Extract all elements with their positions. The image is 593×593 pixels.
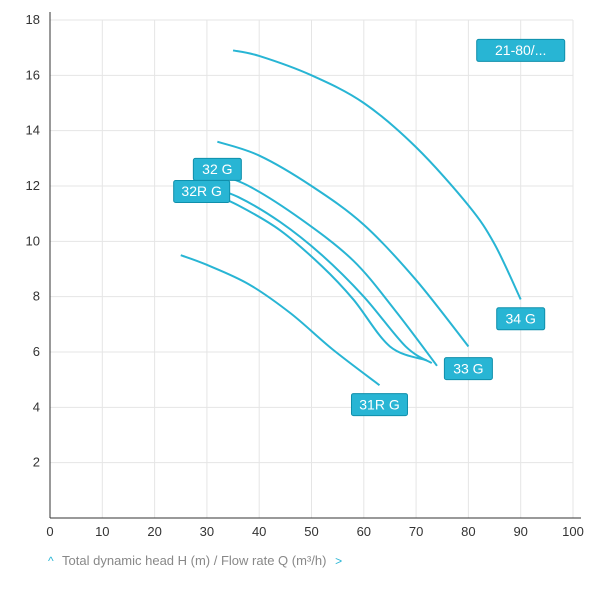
caret-up-icon: ^ [48, 554, 54, 568]
y-tick-label: 18 [26, 12, 40, 27]
chart-caption-row: ^ Total dynamic head H (m) / Flow rate Q… [45, 553, 345, 568]
y-tick-label: 12 [26, 178, 40, 193]
x-tick-label: 50 [304, 524, 318, 539]
x-tick-label: 60 [357, 524, 371, 539]
y-tick-label: 6 [33, 344, 40, 359]
pump-curve-chart: 0 10 20 30 40 50 60 70 80 90 100 2 4 6 8 10 12 14 16 18 21-8… [0, 0, 593, 593]
x-tick-label: 100 [562, 524, 584, 539]
series-label[interactable]: 34 G [497, 308, 545, 330]
svg-text:32 G: 32 G [202, 161, 232, 177]
y-tick-label: 10 [26, 233, 40, 248]
x-tick-label: 70 [409, 524, 423, 539]
series-curve [217, 142, 468, 347]
svg-text:33 G: 33 G [453, 360, 483, 376]
svg-text:31R G: 31R G [359, 396, 399, 412]
x-tick-label: 90 [513, 524, 527, 539]
series-label[interactable]: 33 G [444, 358, 492, 380]
x-tick-label: 30 [200, 524, 214, 539]
svg-text:34 G: 34 G [506, 311, 536, 327]
series-label[interactable]: 31R G [351, 394, 407, 416]
series-curve [181, 255, 380, 385]
y-tick-label: 14 [26, 123, 40, 138]
y-tick-label: 16 [26, 67, 40, 82]
svg-text:21-80/...: 21-80/... [495, 42, 546, 58]
x-tick-label: 80 [461, 524, 475, 539]
series-label[interactable]: 32 G [193, 158, 241, 180]
series-curve [233, 50, 521, 299]
x-tick-label: 0 [46, 524, 53, 539]
series-label[interactable]: 32R G [174, 181, 230, 203]
chart-svg: 0 10 20 30 40 50 60 70 80 90 100 2 4 6 8 10 12 14 16 18 21-8… [0, 0, 593, 593]
series-curve [207, 186, 432, 363]
x-tick-label: 10 [95, 524, 109, 539]
y-tick-label: 8 [33, 289, 40, 304]
svg-text:32R G: 32R G [181, 183, 221, 199]
x-tick-label: 20 [147, 524, 161, 539]
chart-caption: Total dynamic head H (m) / Flow rate Q (… [62, 553, 326, 568]
y-tick-label: 2 [33, 455, 40, 470]
series-label[interactable]: 21-80/... [477, 39, 565, 61]
y-tick-label: 4 [33, 399, 40, 414]
chevron-right-icon: > [335, 554, 342, 568]
x-tick-label: 40 [252, 524, 266, 539]
